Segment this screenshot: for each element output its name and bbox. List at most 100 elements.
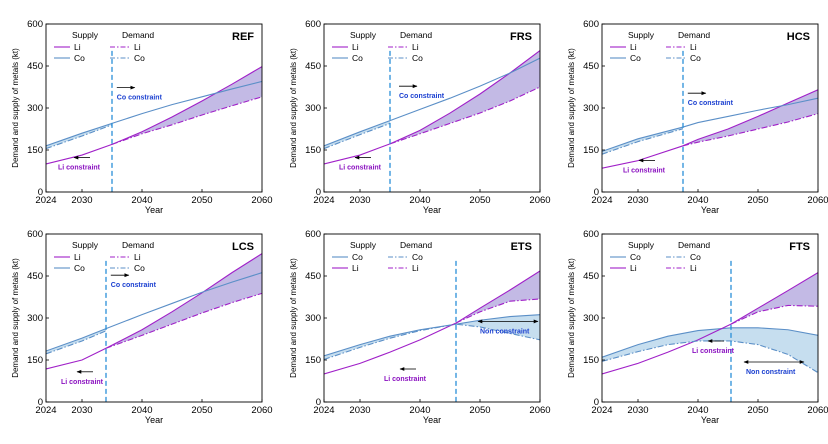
legend-label: Co	[352, 252, 363, 262]
co-demand-line	[324, 122, 391, 150]
legend-label: Li	[74, 42, 81, 52]
co-gap-area	[324, 314, 540, 360]
x-tick-label: 2024	[35, 405, 56, 416]
annotation-label: Li constraint	[339, 165, 382, 172]
x-tick-label: 2024	[313, 195, 334, 206]
x-tick-label: 2024	[35, 195, 56, 206]
li-gap-area	[390, 50, 540, 144]
y-tick-label: 150	[305, 355, 321, 366]
li-supply-line	[602, 272, 818, 375]
y-tick-label: 450	[27, 61, 43, 72]
x-tick-label: 2050	[191, 195, 212, 206]
x-axis-title: Year	[145, 205, 163, 215]
x-tick-label: 2040	[131, 405, 152, 416]
annotation-label: Li constraint	[58, 165, 101, 172]
y-tick-label: 300	[583, 313, 599, 324]
x-axis-title: Year	[423, 415, 441, 425]
chart-panel-hcs: Co constraint Li constraint 0 150 300 450 600 2…	[567, 19, 828, 215]
li-gap-area	[731, 272, 818, 325]
annotation-label: Li constraint	[61, 379, 104, 386]
y-tick-label: 150	[27, 145, 43, 156]
legend-label: Co	[690, 53, 701, 63]
legend-supply-header: Supply	[350, 240, 377, 250]
legend-demand-header: Demand	[122, 240, 154, 250]
li-supply-line	[46, 253, 262, 370]
x-tick-label: 2060	[251, 195, 272, 206]
x-tick-label: 2040	[131, 195, 152, 206]
x-axis-title: Year	[701, 205, 719, 215]
li-demand-line	[105, 292, 262, 349]
chart-panel-ets: Non constraint Li constraint 0 150 300 450 600…	[289, 229, 551, 425]
legend-supply-header: Supply	[72, 30, 99, 40]
x-tick-label: 2050	[469, 195, 490, 206]
x-tick-label: 2060	[251, 405, 272, 416]
x-axis-title: Year	[145, 415, 163, 425]
legend-label: Li	[630, 263, 637, 273]
panel-title: LCS	[232, 241, 254, 253]
y-tick-label: 450	[305, 271, 321, 282]
y-axis-title: Demand and supply of metals (kt)	[567, 258, 576, 378]
legend-label: Li	[352, 42, 359, 52]
annotation-label: Li constraint	[623, 167, 666, 174]
y-tick-label: 150	[305, 145, 321, 156]
panel-title: HCS	[787, 31, 810, 43]
li-demand-line	[455, 298, 540, 324]
legend-label: Li	[412, 263, 419, 273]
y-tick-label: 450	[583, 271, 599, 282]
legend-label: Li	[630, 42, 637, 52]
x-tick-label: 2040	[409, 195, 430, 206]
y-tick-label: 0	[38, 187, 43, 198]
co-gap-area	[602, 327, 818, 373]
x-tick-label: 2050	[469, 405, 490, 416]
x-tick-label: 2040	[687, 195, 708, 206]
x-tick-label: 2030	[627, 405, 648, 416]
chart-panel-fts: Li constraint Non constraint 0 150 300 450 600…	[567, 229, 828, 425]
x-tick-label: 2024	[591, 405, 612, 416]
li-demand-line	[682, 113, 818, 147]
co-demand-line	[46, 330, 107, 355]
y-tick-label: 600	[27, 229, 43, 240]
co-supply-line	[602, 327, 818, 358]
li-supply-line	[46, 66, 262, 165]
x-tick-label: 2060	[529, 195, 550, 206]
panel-title: REF	[232, 31, 254, 43]
y-tick-label: 600	[583, 19, 599, 30]
li-gap-area	[112, 66, 262, 145]
co-supply-line	[324, 57, 540, 147]
x-tick-label: 2060	[807, 405, 828, 416]
y-axis-title: Demand and supply of metals (kt)	[567, 48, 576, 168]
y-axis-title: Demand and supply of metals (kt)	[289, 48, 298, 168]
y-tick-label: 600	[27, 19, 43, 30]
co-supply-line	[602, 97, 818, 152]
x-axis-title: Year	[423, 205, 441, 215]
y-tick-label: 600	[305, 19, 321, 30]
x-tick-label: 2030	[349, 195, 370, 206]
legend-demand-header: Demand	[122, 30, 154, 40]
y-tick-label: 300	[583, 103, 599, 114]
x-tick-label: 2040	[687, 405, 708, 416]
legend-demand-header: Demand	[678, 30, 710, 40]
legend-label: Li	[352, 263, 359, 273]
y-tick-label: 0	[316, 187, 321, 198]
x-tick-label: 2060	[529, 405, 550, 416]
x-axis-title: Year	[701, 415, 719, 425]
annotation-label: Co constraint	[688, 100, 734, 107]
annotation-label: Non constraint	[480, 328, 530, 335]
co-demand-line	[602, 128, 684, 155]
legend-label: Li	[134, 252, 141, 262]
y-tick-label: 150	[583, 355, 599, 366]
annotation-label: Co constraint	[111, 282, 157, 289]
y-tick-label: 450	[583, 61, 599, 72]
x-tick-label: 2024	[591, 195, 612, 206]
y-tick-label: 600	[583, 229, 599, 240]
legend-label: Co	[74, 53, 85, 63]
legend-label: Co	[412, 252, 423, 262]
y-tick-label: 300	[305, 313, 321, 324]
y-axis-title: Demand and supply of metals (kt)	[11, 258, 20, 378]
legend-label: Co	[134, 53, 145, 63]
